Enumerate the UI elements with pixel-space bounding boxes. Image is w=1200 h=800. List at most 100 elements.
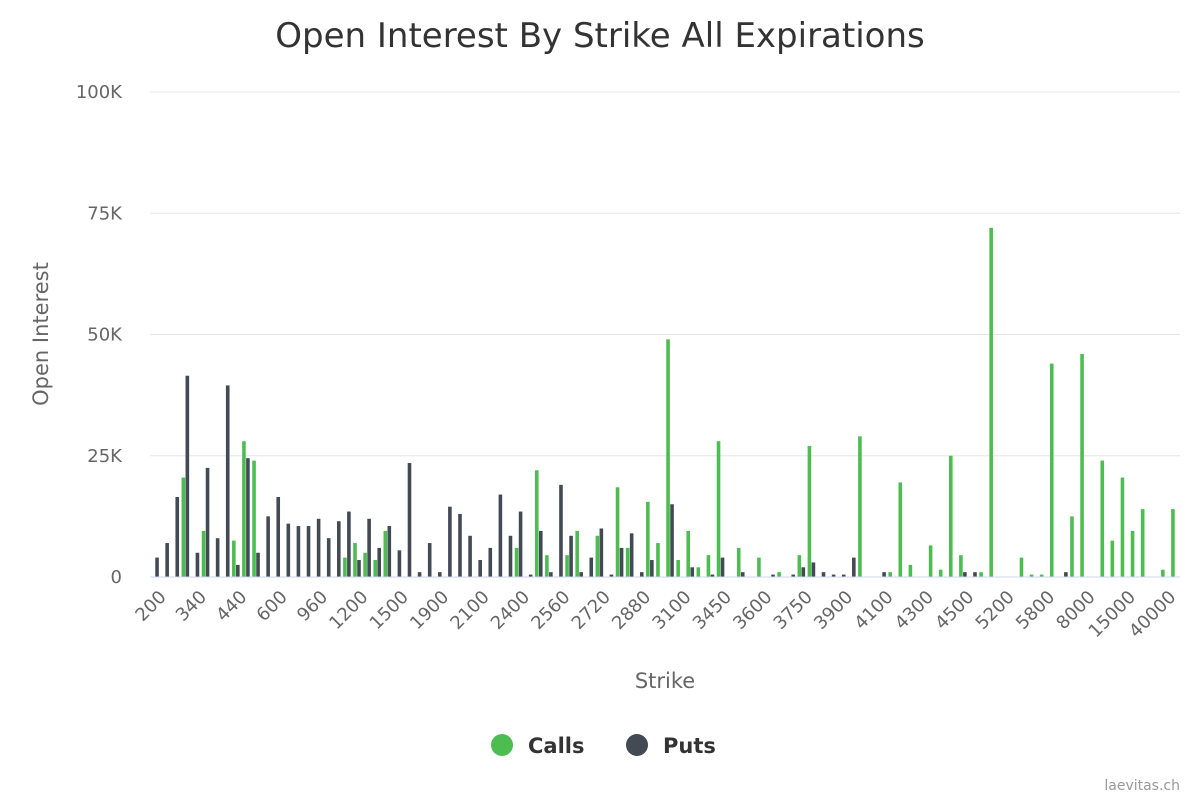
bar-puts[interactable]	[276, 496, 281, 577]
bar-calls[interactable]	[1140, 509, 1145, 577]
bar-calls[interactable]	[948, 455, 953, 577]
bar-calls[interactable]	[777, 572, 781, 577]
bar-puts[interactable]	[740, 572, 745, 577]
bar-calls[interactable]	[666, 339, 670, 577]
bar-calls[interactable]	[545, 555, 549, 577]
bar-puts[interactable]	[246, 458, 250, 577]
bar-calls[interactable]	[343, 557, 347, 577]
bar-calls[interactable]	[373, 560, 378, 577]
bar-calls[interactable]	[1100, 460, 1105, 577]
bar-calls[interactable]	[646, 501, 650, 577]
bar-calls[interactable]	[1039, 574, 1044, 577]
bar-puts[interactable]	[155, 557, 159, 577]
bar-puts[interactable]	[670, 504, 674, 577]
bar-puts[interactable]	[771, 574, 775, 577]
bar-calls[interactable]	[736, 547, 741, 577]
credit-link[interactable]: laevitas.ch	[1104, 778, 1180, 794]
bar-calls[interactable]	[686, 530, 691, 577]
bar-puts[interactable]	[316, 518, 321, 577]
bar-puts[interactable]	[185, 375, 190, 577]
bar-calls[interactable]	[181, 477, 186, 577]
bar-puts[interactable]	[286, 523, 291, 577]
bar-calls[interactable]	[888, 572, 893, 577]
bar-calls[interactable]	[757, 557, 761, 577]
bar-puts[interactable]	[559, 484, 563, 577]
bar-puts[interactable]	[639, 572, 644, 577]
bar-calls[interactable]	[565, 555, 569, 577]
bar-puts[interactable]	[549, 572, 553, 577]
bar-calls[interactable]	[928, 545, 933, 577]
legend-item-calls[interactable]: Calls	[491, 734, 584, 758]
bar-calls[interactable]	[938, 569, 943, 577]
bar-calls[interactable]	[1161, 569, 1165, 577]
bar-puts[interactable]	[215, 538, 220, 577]
bar-puts[interactable]	[478, 560, 482, 577]
bar-puts[interactable]	[266, 516, 270, 577]
bar-puts[interactable]	[852, 557, 856, 577]
bar-calls[interactable]	[908, 564, 913, 577]
bar-puts[interactable]	[538, 530, 543, 577]
bar-puts[interactable]	[508, 535, 513, 577]
bar-puts[interactable]	[225, 385, 230, 577]
bar-puts[interactable]	[417, 572, 422, 577]
bar-calls[interactable]	[1070, 516, 1074, 577]
bar-puts[interactable]	[205, 467, 210, 577]
bar-calls[interactable]	[959, 555, 963, 577]
bar-puts[interactable]	[377, 547, 382, 577]
bar-puts[interactable]	[306, 526, 311, 577]
bar-puts[interactable]	[569, 535, 573, 577]
bar-calls[interactable]	[979, 572, 983, 577]
bar-puts[interactable]	[528, 574, 533, 577]
bar-puts[interactable]	[973, 572, 977, 577]
bar-puts[interactable]	[690, 567, 695, 577]
bar-calls[interactable]	[716, 441, 721, 577]
bar-puts[interactable]	[468, 535, 472, 577]
bar-puts[interactable]	[326, 538, 331, 577]
bar-puts[interactable]	[195, 552, 200, 577]
bar-puts[interactable]	[963, 572, 967, 577]
bar-puts[interactable]	[427, 543, 432, 577]
bar-calls[interactable]	[989, 227, 993, 578]
bar-calls[interactable]	[1029, 574, 1034, 577]
bar-puts[interactable]	[236, 564, 240, 577]
bar-puts[interactable]	[387, 526, 392, 577]
bar-calls[interactable]	[252, 460, 256, 577]
bar-puts[interactable]	[599, 528, 604, 578]
bar-puts[interactable]	[589, 557, 594, 577]
bar-calls[interactable]	[696, 567, 701, 577]
bar-calls[interactable]	[514, 547, 519, 577]
bar-puts[interactable]	[437, 572, 442, 577]
bar-calls[interactable]	[1080, 353, 1084, 577]
bar-puts[interactable]	[337, 521, 341, 577]
bar-puts[interactable]	[367, 518, 371, 577]
bar-calls[interactable]	[1120, 477, 1125, 577]
bar-puts[interactable]	[791, 574, 796, 577]
bar-puts[interactable]	[1064, 572, 1068, 577]
bar-calls[interactable]	[676, 560, 680, 577]
bar-puts[interactable]	[801, 567, 806, 577]
bar-calls[interactable]	[1130, 530, 1135, 577]
bar-puts[interactable]	[619, 547, 624, 577]
bar-puts[interactable]	[175, 496, 180, 577]
bar-puts[interactable]	[710, 574, 715, 577]
bar-calls[interactable]	[706, 555, 711, 577]
bar-puts[interactable]	[407, 463, 412, 577]
bar-calls[interactable]	[1171, 509, 1175, 577]
bar-calls[interactable]	[353, 543, 357, 577]
bar-puts[interactable]	[841, 574, 846, 577]
bar-calls[interactable]	[625, 547, 630, 577]
bar-puts[interactable]	[165, 543, 169, 577]
bar-calls[interactable]	[201, 530, 206, 577]
bar-puts[interactable]	[831, 574, 836, 577]
bar-calls[interactable]	[615, 487, 620, 577]
bar-calls[interactable]	[242, 441, 246, 577]
bar-calls[interactable]	[363, 552, 367, 577]
bar-calls[interactable]	[1049, 363, 1054, 577]
bar-calls[interactable]	[797, 555, 802, 577]
bar-calls[interactable]	[898, 482, 903, 577]
bar-puts[interactable]	[882, 572, 886, 577]
bar-puts[interactable]	[347, 511, 351, 577]
bar-puts[interactable]	[609, 574, 614, 577]
bar-puts[interactable]	[256, 552, 260, 577]
bar-calls[interactable]	[232, 540, 236, 577]
